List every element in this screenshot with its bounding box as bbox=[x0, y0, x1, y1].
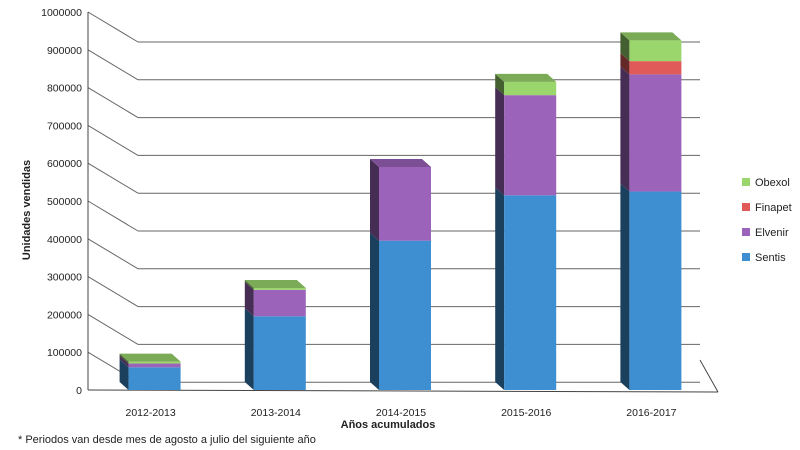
bar-segment-sentis bbox=[504, 195, 557, 390]
bar-segment-finapet bbox=[629, 61, 682, 75]
gridline-diagonal bbox=[87, 87, 139, 119]
legend: Obexol Finapet Elvenir Sentis bbox=[742, 177, 792, 264]
gridline-diagonal bbox=[87, 313, 139, 345]
bars bbox=[119, 32, 682, 390]
gridline-diagonal bbox=[87, 276, 139, 308]
bar-top bbox=[620, 32, 682, 41]
bar-top bbox=[244, 279, 306, 288]
tick-labels: 0 100000 200000 300000 400000 500000 600000 700… bbox=[41, 7, 677, 419]
y-tick-label: 1000000 bbox=[41, 7, 82, 19]
x-tick-label: 2012-2013 bbox=[125, 407, 175, 419]
x-tick-label: 2016-2017 bbox=[626, 407, 676, 419]
bar-segment-elvenir bbox=[128, 363, 181, 368]
legend-swatch bbox=[742, 178, 750, 186]
y-tick-label: 0 bbox=[76, 385, 82, 397]
gridline-diagonal bbox=[87, 11, 139, 43]
gridline-diagonal bbox=[87, 200, 139, 232]
bar-segment-elvenir bbox=[629, 74, 682, 192]
bar-side-sentis bbox=[119, 359, 129, 390]
legend-label: Sentis bbox=[755, 252, 786, 264]
bar-segment-obexol bbox=[504, 81, 557, 96]
y-axis-title: Unidades vendidas bbox=[21, 160, 33, 260]
legend-swatch bbox=[742, 253, 750, 261]
bar-side-sentis bbox=[370, 232, 379, 390]
gridline-diagonal bbox=[87, 124, 139, 156]
bar-segment-elvenir bbox=[504, 95, 557, 196]
y-tick-label: 800000 bbox=[47, 83, 82, 95]
bar-side-elvenir bbox=[495, 87, 505, 196]
y-tick-label: 100000 bbox=[47, 347, 82, 359]
bar-side-elvenir bbox=[370, 158, 379, 241]
y-tick-label: 600000 bbox=[47, 158, 82, 170]
legend-label: Elvenir bbox=[755, 227, 789, 239]
bar-segment-obexol bbox=[128, 361, 181, 364]
bar-segment-sentis bbox=[253, 316, 306, 390]
x-tick-label: 2015-2016 bbox=[501, 407, 551, 419]
x-axis-line bbox=[87, 389, 719, 393]
bar-segment-sentis bbox=[379, 240, 431, 390]
bar-segment-sentis bbox=[629, 191, 682, 390]
x-tick-label: 2013-2014 bbox=[251, 407, 301, 419]
bar-top bbox=[119, 353, 181, 362]
bar-segment-elvenir bbox=[253, 289, 306, 317]
x-tick-label: 2014-2015 bbox=[376, 407, 426, 419]
bar-top bbox=[370, 158, 431, 167]
legend-swatch bbox=[742, 203, 750, 211]
y-tick-label: 700000 bbox=[47, 120, 82, 132]
bar-top bbox=[495, 73, 557, 82]
legend-item: Obexol bbox=[742, 177, 790, 189]
bar-segment-sentis bbox=[128, 367, 181, 390]
legend-label: Finapet bbox=[755, 202, 792, 214]
bar-side-finapet bbox=[620, 53, 630, 75]
legend-swatch bbox=[742, 228, 750, 236]
bar-side-elvenir bbox=[620, 66, 630, 192]
bar-side-obexol bbox=[620, 32, 630, 62]
gridline-diagonal bbox=[87, 162, 139, 194]
bar-side-elvenir bbox=[119, 355, 129, 368]
axes bbox=[87, 12, 719, 393]
bar-side-obexol bbox=[244, 279, 254, 290]
bar-side-sentis bbox=[244, 308, 254, 390]
gridline-diagonal bbox=[87, 49, 139, 81]
y-tick-label: 400000 bbox=[47, 234, 82, 246]
gridline-diagonal bbox=[87, 238, 139, 270]
floor-edge bbox=[699, 359, 719, 393]
bar-segment-elvenir bbox=[379, 166, 431, 241]
legend-item: Sentis bbox=[742, 252, 786, 264]
legend-item: Elvenir bbox=[742, 227, 789, 239]
x-axis-title: Años acumulados bbox=[341, 419, 436, 431]
footnote: * Periodos van desde mes de agosto a jul… bbox=[18, 434, 316, 446]
y-tick-label: 300000 bbox=[47, 272, 82, 284]
bar-segment-obexol bbox=[629, 40, 682, 62]
bar-side-obexol bbox=[495, 73, 505, 96]
bar-segment-obexol bbox=[253, 287, 306, 290]
bar-side-obexol bbox=[119, 353, 129, 364]
y-tick-label: 200000 bbox=[47, 309, 82, 321]
y-tick-label: 900000 bbox=[47, 45, 82, 57]
legend-label: Obexol bbox=[755, 177, 790, 189]
legend-item: Finapet bbox=[742, 202, 792, 214]
bar-side-sentis bbox=[620, 183, 630, 390]
y-tick-label: 500000 bbox=[47, 196, 82, 208]
bar-side-elvenir bbox=[244, 281, 254, 317]
bar-side-sentis bbox=[495, 187, 505, 390]
